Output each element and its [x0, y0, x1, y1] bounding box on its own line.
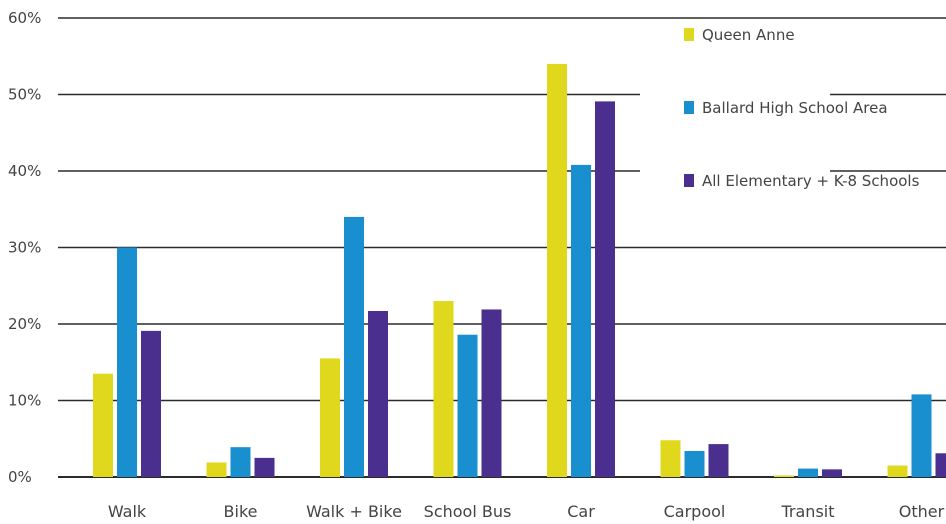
bar-other-ballard-high-school-area — [911, 394, 932, 477]
bar-bike-ballard-high-school-area — [230, 447, 251, 477]
x-axis-category-labels: Walk Bike Walk + Bike School Bus Car Carpool T… — [108, 502, 945, 521]
legend-swatch-all-elementary-k8-schools — [684, 174, 694, 187]
x-category-label-transit: Transit — [781, 502, 835, 521]
bar-transit-ballard-high-school-area — [798, 468, 818, 477]
y-tick-label: 10% — [8, 392, 41, 410]
bar-walk-ballard-high-school-area — [117, 247, 137, 477]
y-tick-label: 20% — [8, 315, 41, 333]
bar-walk-all-elementary-k-8-schools — [141, 330, 161, 477]
x-category-label-walk: Walk — [108, 502, 147, 521]
y-tick-label: 40% — [8, 162, 41, 180]
bar-other-queen-anne — [887, 465, 908, 477]
bar-school-bus-ballard-high-school-area — [457, 334, 478, 477]
bar-car-queen-anne — [547, 63, 567, 478]
y-tick-label: 50% — [8, 86, 41, 104]
bar-transit-queen-anne — [774, 475, 794, 477]
x-category-label-school-bus: School Bus — [424, 502, 512, 521]
bar-other-all-elementary-k-8-schools — [935, 453, 946, 477]
y-tick-label: 0% — [8, 468, 32, 486]
y-tick-label: 30% — [8, 239, 41, 257]
legend-label-all-elementary-k8-schools: All Elementary + K-8 Schools — [702, 172, 920, 190]
x-category-label-other: Other — [899, 502, 945, 521]
bar-school-bus-all-elementary-k-8-schools — [481, 309, 502, 477]
legend-background — [640, 22, 830, 207]
bar-car-ballard-high-school-area — [571, 164, 591, 477]
bars — [93, 63, 946, 478]
y-axis-tick-labels: 0% 10% 20% 30% 40% 50% 60% — [8, 9, 41, 486]
bar-walk-bike-all-elementary-k-8-schools — [368, 310, 388, 477]
bar-walk-bike-ballard-high-school-area — [344, 216, 364, 477]
bar-school-bus-queen-anne — [433, 301, 454, 477]
legend-label-ballard-high-school-area: Ballard High School Area — [702, 99, 888, 117]
x-category-label-bike: Bike — [224, 502, 258, 521]
x-category-label-car: Car — [567, 502, 595, 521]
legend: Queen Anne Ballard High School Area All … — [640, 22, 920, 207]
legend-label-queen-anne: Queen Anne — [702, 26, 795, 44]
bar-carpool-ballard-high-school-area — [684, 450, 705, 477]
bar-carpool-all-elementary-k-8-schools — [708, 444, 729, 477]
legend-swatch-queen-anne — [684, 28, 694, 41]
y-tick-label: 60% — [8, 9, 41, 27]
bar-bike-queen-anne — [206, 462, 227, 477]
bar-bike-all-elementary-k-8-schools — [254, 457, 275, 477]
bar-car-all-elementary-k-8-schools — [595, 101, 615, 477]
bar-walk-bike-queen-anne — [320, 358, 340, 477]
bar-transit-all-elementary-k-8-schools — [822, 469, 842, 477]
legend-swatch-ballard-high-school-area — [684, 101, 694, 114]
x-category-label-carpool: Carpool — [664, 502, 726, 521]
bar-carpool-queen-anne — [660, 440, 681, 477]
bar-walk-queen-anne — [93, 373, 113, 477]
x-category-label-walk-bike: Walk + Bike — [306, 502, 402, 521]
